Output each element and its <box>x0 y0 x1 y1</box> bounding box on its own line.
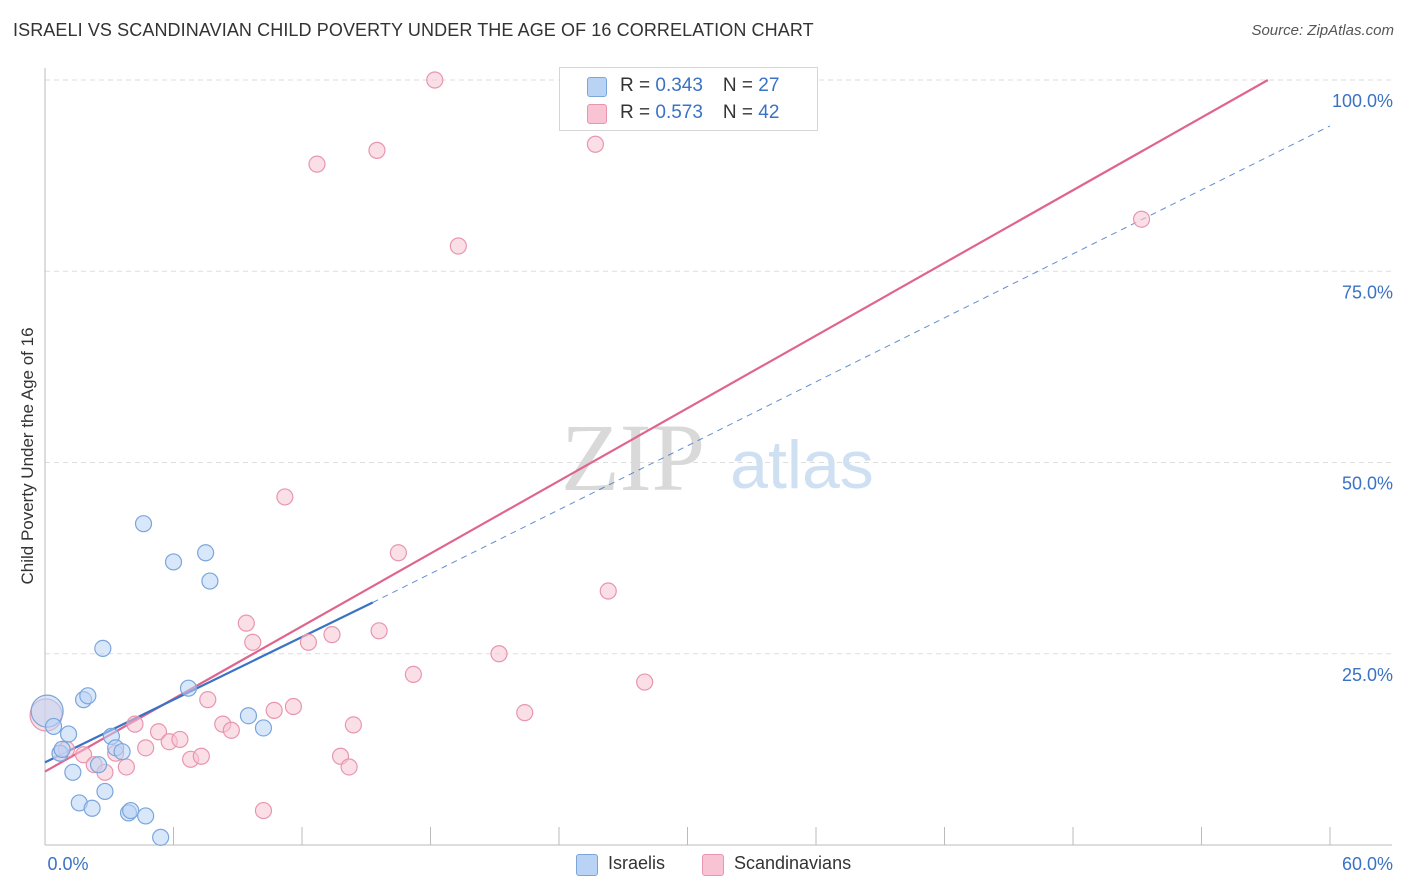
y-axis-label: Child Poverty Under the Age of 16 <box>18 327 37 585</box>
scandinavians-point <box>344 716 362 734</box>
israelis-point <box>59 725 78 743</box>
axes <box>44 68 1392 846</box>
israelis-point <box>53 740 71 758</box>
x-tick-label: 60.0% <box>1342 854 1393 874</box>
y-tick-label: 100.0% <box>1332 91 1393 111</box>
scandinavians-point <box>284 697 303 716</box>
source-label: Source: ZipAtlas.com <box>1251 22 1394 39</box>
scandinavians-point <box>199 691 217 709</box>
scandinavians-point <box>340 758 358 776</box>
israelis-point <box>83 799 101 817</box>
israelis-point <box>89 756 108 774</box>
israelis-point <box>152 828 170 846</box>
watermark: ZIP atlas <box>561 404 874 511</box>
scandinavians-point <box>137 739 155 757</box>
israelis-point <box>122 801 140 820</box>
scandinavians-point <box>265 701 283 719</box>
scandinavians-point <box>1132 210 1151 228</box>
scandinavians-point <box>636 673 654 691</box>
correlation-legend: R = 0.343 N = 27 R = 0.573 N = 42 <box>559 67 818 131</box>
israelis-point <box>113 743 131 761</box>
legend-label-israelis: Israelis <box>608 853 666 873</box>
scandinavians-point <box>192 747 210 765</box>
israelis-point <box>137 807 155 825</box>
y-tick-label: 25.0% <box>1342 665 1393 685</box>
scandinavians-point <box>276 488 294 506</box>
chart-title: ISRAELI VS SCANDINAVIAN CHILD POVERTY UN… <box>13 20 814 40</box>
israelis-r-label: R = <box>620 75 656 96</box>
scandinavians-point <box>171 730 189 749</box>
israelis-point <box>96 782 114 801</box>
israelis-point <box>197 544 215 562</box>
scandinavians-point <box>149 723 168 741</box>
trend-lines <box>44 79 1331 773</box>
scandinavians-n-label: N = <box>722 102 759 123</box>
israelis-n-value: 27 <box>758 75 780 96</box>
scandinavians-n-value: 42 <box>758 102 780 123</box>
scandinavians-point <box>426 71 444 89</box>
scandinavians-point <box>490 645 508 663</box>
scandinavians-point <box>323 626 341 644</box>
y-tick-label: 50.0% <box>1342 474 1393 494</box>
israelis-n-label: N = <box>722 75 759 96</box>
scandinavians-point <box>117 758 135 776</box>
israelis-point <box>254 719 273 737</box>
scandinavians-point <box>586 135 605 153</box>
israelis-r-value: 0.343 <box>655 75 703 96</box>
scandinavians-point <box>370 622 388 640</box>
scandinavians-point <box>389 544 407 562</box>
x-tick-label: 0.0% <box>47 854 88 874</box>
scandinavians-point <box>308 155 326 173</box>
scandinavians-point <box>254 801 273 820</box>
israelis-point <box>239 707 258 725</box>
israelis-point <box>64 763 82 781</box>
israelis-point <box>201 572 219 590</box>
scandinavians-r-value: 0.573 <box>655 102 703 123</box>
scandinavians-point <box>404 665 422 684</box>
israelis-point <box>134 515 153 533</box>
scandinavians-point <box>74 746 93 764</box>
scandinavians-trend-line <box>44 79 1269 773</box>
scandinavians-point <box>516 704 534 722</box>
series-legend: Israelis Scandinavians <box>0 850 1406 880</box>
scandinavians-point <box>368 141 386 159</box>
scandinavians-point <box>244 633 262 651</box>
israelis-point <box>94 639 112 657</box>
tick-labels: 25.0% 50.0% 75.0% 100.0% 0.0% 60.0% <box>47 91 1393 874</box>
scandinavians-point <box>126 715 144 733</box>
scandinavians-point <box>299 633 318 651</box>
scandinavians-r-label: R = <box>620 102 656 123</box>
israelis-trend-extension <box>372 125 1331 603</box>
israelis-swatch-icon <box>587 77 607 97</box>
y-tick-label: 75.0% <box>1342 282 1393 302</box>
israelis-point <box>179 679 198 697</box>
israelis-legend-swatch-icon <box>576 854 598 876</box>
watermark-zip: ZIP <box>561 404 705 511</box>
scandinavians-point <box>449 237 467 255</box>
scandinavians-legend-swatch-icon <box>702 854 724 876</box>
scandinavians-point <box>237 614 255 632</box>
israelis-trend-line <box>44 601 374 764</box>
watermark-atlas: atlas <box>730 427 874 503</box>
legend-label-scandinavians: Scandinavians <box>734 853 852 873</box>
data-points <box>29 71 1151 846</box>
scandinavians-point <box>222 721 240 739</box>
scandinavians-swatch-icon <box>587 104 607 124</box>
israelis-point <box>44 717 63 736</box>
israelis-point <box>79 687 97 705</box>
grid-lines <box>45 79 1392 655</box>
israelis-point <box>164 553 183 571</box>
scandinavians-point <box>599 582 617 600</box>
